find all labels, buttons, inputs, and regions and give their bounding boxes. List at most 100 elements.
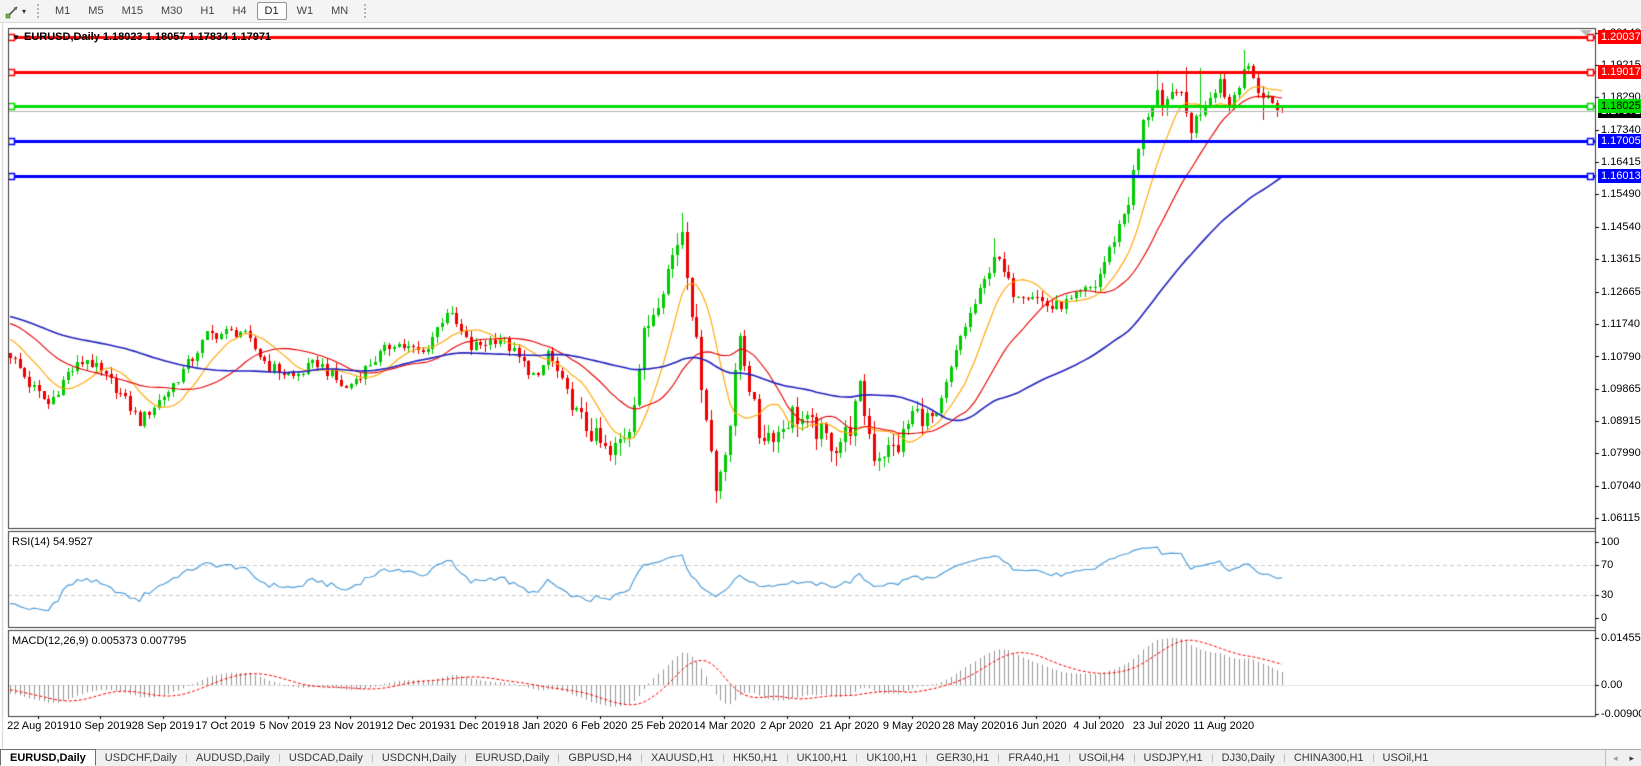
date-axis-label: 28 May 2020	[942, 720, 1006, 732]
price-axis-tick-label: 1.08915	[1601, 415, 1641, 428]
tab-divider	[558, 754, 560, 762]
price-axis-tick-label: 1.12665	[1601, 285, 1641, 298]
hline-price-label: 1.17005	[1598, 134, 1641, 149]
tab-divider	[185, 754, 187, 762]
timeframe-button-mn[interactable]: MN	[331, 5, 349, 17]
date-axis-label: 6 Feb 2020	[571, 720, 628, 732]
price-axis-tick-label: 1.11740	[1601, 317, 1640, 330]
date-axis-label: 4 Jul 2020	[1073, 720, 1125, 732]
chart-tab-hk50-h1[interactable]: HK50,H1	[732, 752, 778, 764]
rsi-panel-splitter[interactable]	[8, 528, 1595, 532]
price-axis-tick-label: 1.13615	[1601, 252, 1641, 265]
date-axis-label: 21 Apr 2020	[819, 720, 879, 732]
hline-price-label: 1.20037	[1598, 29, 1641, 44]
timeframe-button-m15[interactable]: M15	[121, 5, 143, 17]
tab-divider	[640, 754, 642, 762]
tab-divider	[278, 754, 280, 762]
date-axis-label: 18 Jan 2020	[506, 720, 568, 732]
timeframe-toolbar: ▾ M1 M5 M15 M30 H1 H4 D1 W1 MN	[0, 0, 1641, 23]
date-axis-label: 28 Sep 2019	[131, 720, 194, 732]
tab-divider	[1068, 754, 1070, 762]
price-axis-tick-label: 1.07990	[1601, 447, 1641, 460]
tab-divider	[1133, 754, 1135, 762]
chart-tab-xauusd-h1[interactable]: XAUUSD,H1	[650, 752, 714, 764]
toolbar-grip[interactable]	[37, 4, 40, 18]
timeframe-button-h4[interactable]: H4	[232, 5, 247, 17]
timeframe-button-m1[interactable]: M1	[55, 5, 71, 17]
tab-divider	[1283, 754, 1285, 762]
timeframe-button-h1[interactable]: H1	[200, 5, 215, 17]
rsi-indicator-label: RSI(14) 54.9527	[12, 536, 93, 548]
chart-tab-usdjpy-h1[interactable]: USDJPY,H1	[1143, 752, 1203, 764]
chart-tab-ger30-h1[interactable]: GER30,H1	[936, 752, 990, 764]
chart-tab-uk100-h1[interactable]: UK100,H1	[866, 752, 918, 764]
tab-divider	[786, 754, 788, 762]
rsi-axis-label: 0	[1601, 612, 1608, 624]
date-axis-label: 22 Aug 2019	[7, 720, 69, 732]
tab-divider	[1372, 754, 1374, 762]
macd-indicator-label: MACD(12,26,9) 0.005373 0.007795	[12, 635, 187, 647]
tab-divider	[465, 754, 467, 762]
price-axis-tick-label: 1.07040	[1601, 480, 1641, 493]
chart-tab-usdcnh-daily[interactable]: USDCNH,Daily	[381, 752, 457, 764]
chart-tab-china300-h1[interactable]: CHINA300,H1	[1293, 752, 1364, 764]
tab-divider	[998, 754, 1000, 762]
timeframe-button-d1[interactable]: D1	[256, 2, 287, 20]
chart-tab-bar: EURUSD,Daily USDCHF,Daily AUDUSD,Daily USDC…	[0, 749, 1641, 766]
date-axis-label: 31 Dec 2019	[443, 720, 506, 732]
chart-tab-eurusd-daily[interactable]: EURUSD,Daily	[0, 749, 96, 766]
price-axis-tick-label: 1.06115	[1601, 512, 1640, 525]
date-axis-label: 23 Jul 2020	[1132, 720, 1190, 732]
price-axis-tick-label: 1.17340	[1601, 123, 1641, 136]
date-axis-label: 9 May 2020	[882, 720, 941, 732]
date-axis-label: 14 Mar 2020	[693, 720, 756, 732]
chart-tab-dj30-daily[interactable]: DJ30,Daily	[1221, 752, 1275, 764]
chart-tab-usdchf-daily[interactable]: USDCHF,Daily	[104, 752, 177, 764]
date-axis-label: 10 Sep 2019	[69, 720, 132, 732]
macd-panel-splitter[interactable]	[8, 627, 1595, 631]
date-axis-label: 5 Nov 2019	[259, 720, 316, 732]
chart-tab-uk100-h1[interactable]: UK100,H1	[796, 752, 848, 764]
tool-dropdown-arrow[interactable]: ▾	[22, 6, 27, 16]
date-axis-label: 16 Jun 2020	[1006, 720, 1067, 732]
hline-price-label: 1.19017	[1598, 64, 1641, 79]
chart-tab-usoil-h1[interactable]: USOil,H1	[1382, 752, 1429, 764]
toolbar-grip-end[interactable]	[364, 4, 367, 18]
chart-tab-fra40-h1[interactable]: FRA40,H1	[1008, 752, 1060, 764]
timeframe-button-m30[interactable]: M30	[160, 5, 183, 17]
tab-divider	[371, 754, 373, 762]
rsi-axis-label: 100	[1601, 536, 1620, 548]
tab-scroll-right-button[interactable]: ▸	[1629, 752, 1634, 763]
chart-tab-eurusd-daily[interactable]: EURUSD,Daily	[475, 752, 550, 764]
date-axis-label: 17 Oct 2019	[195, 720, 256, 732]
macd-axis-label: -0.009001	[1601, 708, 1641, 721]
chart-tab-usdcad-daily[interactable]: USDCAD,Daily	[288, 752, 363, 764]
hline-price-label: 1.16013	[1598, 168, 1641, 183]
tab-divider	[856, 754, 858, 762]
tab-scroll-left-button[interactable]: ◂	[1612, 752, 1618, 763]
chart-title-ohlc: EURUSD,Daily 1.18023 1.18057 1.17834 1.1…	[24, 31, 272, 43]
price-axis-tick-label: 1.10790	[1601, 350, 1641, 363]
date-axis-label: 12 Dec 2019	[381, 720, 444, 732]
timeframe-button-m5[interactable]: M5	[88, 5, 104, 17]
date-axis-label: 11 Aug 2020	[1193, 720, 1255, 732]
trendline-draw-icon[interactable]	[3, 3, 21, 19]
tab-divider	[926, 754, 928, 762]
chart-tab-audusd-daily[interactable]: AUDUSD,Daily	[195, 752, 270, 764]
chart-tab-usoil-h4[interactable]: USOil,H4	[1078, 752, 1125, 764]
date-axis-label: 25 Feb 2020	[631, 720, 693, 732]
macd-axis-label: 0.014556	[1601, 632, 1641, 644]
date-axis-label: 2 Apr 2020	[760, 720, 814, 732]
chart-tab-gbpusd-h4[interactable]: GBPUSD,H4	[568, 752, 632, 764]
hline-price-label: 1.18025	[1598, 99, 1641, 114]
price-axis-tick-label: 1.09865	[1601, 382, 1641, 395]
timeframe-button-w1[interactable]: W1	[296, 5, 314, 17]
tab-scroll-buttons: ◂ ▸	[1604, 750, 1641, 766]
price-axis-tick-label: 1.15490	[1601, 187, 1641, 200]
symbol-menu-arrow[interactable]: ▼	[12, 33, 20, 42]
rsi-axis-label: 30	[1601, 589, 1614, 602]
price-axis-tick-label: 1.14540	[1601, 220, 1641, 233]
date-axis-label: 23 Nov 2019	[318, 720, 382, 732]
